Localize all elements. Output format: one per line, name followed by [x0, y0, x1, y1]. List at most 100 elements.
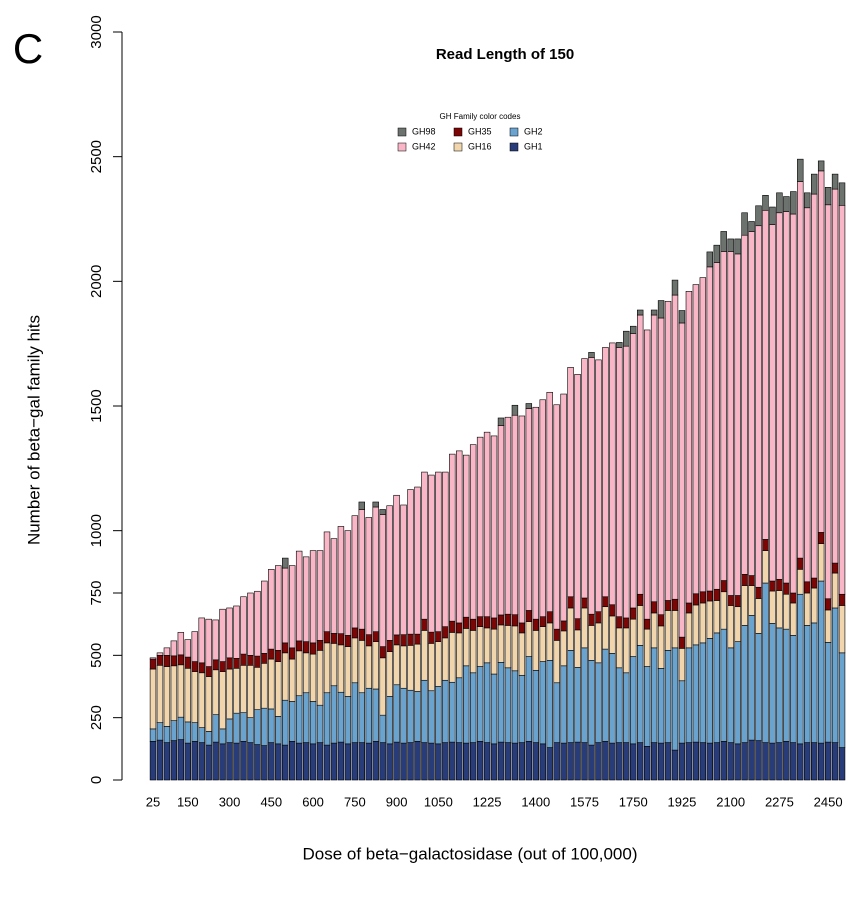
bar-segment [358, 692, 365, 743]
bar-segment [650, 314, 658, 603]
bar-segment [219, 661, 226, 672]
bar-segment [678, 310, 686, 324]
bar-segment [219, 608, 226, 662]
bar-segment [560, 742, 567, 781]
panel-label: C [13, 25, 43, 72]
bar-segment [428, 742, 435, 781]
bar-segment [831, 607, 839, 743]
bar-segment [456, 622, 463, 634]
bar-segment [462, 454, 470, 618]
bar-segment [316, 742, 324, 781]
bar-segment [678, 648, 686, 682]
bar-segment [511, 614, 519, 627]
bar-segment [567, 742, 574, 781]
bar-segment [567, 367, 574, 598]
bar-segment [344, 696, 352, 745]
bar-segment [532, 742, 540, 781]
bar-segment [616, 742, 623, 781]
bar-segment [804, 581, 811, 594]
bar-segment [824, 609, 832, 643]
bar-segment [838, 747, 846, 781]
bar-segment [671, 279, 679, 296]
bar-segment [414, 691, 421, 742]
bar-segment [525, 610, 533, 622]
bar-segment [657, 667, 665, 744]
bar-segment [233, 605, 240, 659]
bar-segment [720, 591, 727, 630]
bar-segment [817, 580, 825, 744]
bar-segment [685, 742, 693, 781]
bar-segment [790, 213, 797, 594]
bar-segment [337, 741, 345, 781]
bar-segment [275, 661, 282, 717]
bar-segment [456, 450, 463, 624]
bar-segment [309, 550, 317, 644]
bar-segment [518, 742, 526, 781]
bar-segment [797, 158, 804, 182]
bar-segment [810, 173, 818, 195]
bar-segment [323, 744, 331, 781]
bar-segment [699, 742, 707, 781]
bar-segment [407, 742, 414, 781]
bar-segment [372, 631, 379, 642]
bar-segment [490, 743, 498, 781]
bar-segment [442, 637, 449, 681]
bar-segment [456, 632, 463, 679]
bar-segment [302, 742, 310, 781]
bar-segment [602, 741, 609, 781]
bar-segment [713, 632, 720, 743]
bar-segment [824, 741, 832, 781]
bar-segment [449, 632, 456, 683]
bar-segment [769, 224, 776, 582]
bar-segment [602, 648, 609, 742]
bar-segment [539, 743, 546, 781]
bar-segment [831, 188, 839, 564]
bar-segment [476, 436, 484, 617]
bar-segment [309, 743, 317, 781]
bar-segment [762, 582, 769, 743]
bar-segment [734, 595, 741, 608]
bar-segment [838, 652, 846, 748]
bar-segment [623, 330, 630, 347]
bar-segment [442, 679, 449, 743]
bar-segment [518, 674, 526, 743]
bar-segment [685, 602, 693, 614]
bar-segment [393, 494, 400, 636]
bar-segment [316, 704, 324, 743]
bar-segment [302, 652, 310, 694]
bar-segment [824, 642, 832, 743]
legend-swatch [397, 127, 407, 137]
bar-segment [254, 744, 261, 781]
bar-segment [588, 613, 595, 626]
bar-segment [741, 742, 748, 781]
bar-segment [511, 404, 519, 416]
bar-segment [783, 593, 790, 630]
bar-segment [797, 593, 804, 745]
bar-segment [386, 505, 393, 641]
y-tick-label: 3000 [88, 15, 105, 48]
bar-segment [275, 716, 282, 745]
bar-segment [490, 617, 498, 630]
bar-segment [170, 640, 178, 657]
bar-segment [783, 582, 790, 595]
bar-segment [330, 633, 338, 644]
bar-segment [205, 666, 212, 677]
x-tick-label: 2275 [765, 794, 794, 809]
bar-segment [351, 627, 359, 639]
bar-segment [170, 655, 178, 667]
bar-segment [734, 641, 741, 745]
bar-segment [247, 717, 254, 743]
bar-segment [358, 640, 365, 694]
bar-segment [302, 556, 310, 642]
bar-segment [219, 728, 226, 745]
bar-segment [469, 618, 477, 631]
bar-segment [191, 722, 198, 742]
bar-segment [247, 665, 254, 718]
bar-segment [435, 471, 442, 632]
x-tick-label: 300 [219, 794, 241, 809]
bar-segment [790, 592, 797, 604]
bar-segment [727, 251, 734, 596]
bar-segment [198, 672, 205, 728]
x-tick-label: 2450 [814, 794, 843, 809]
bar-segment [365, 645, 372, 689]
